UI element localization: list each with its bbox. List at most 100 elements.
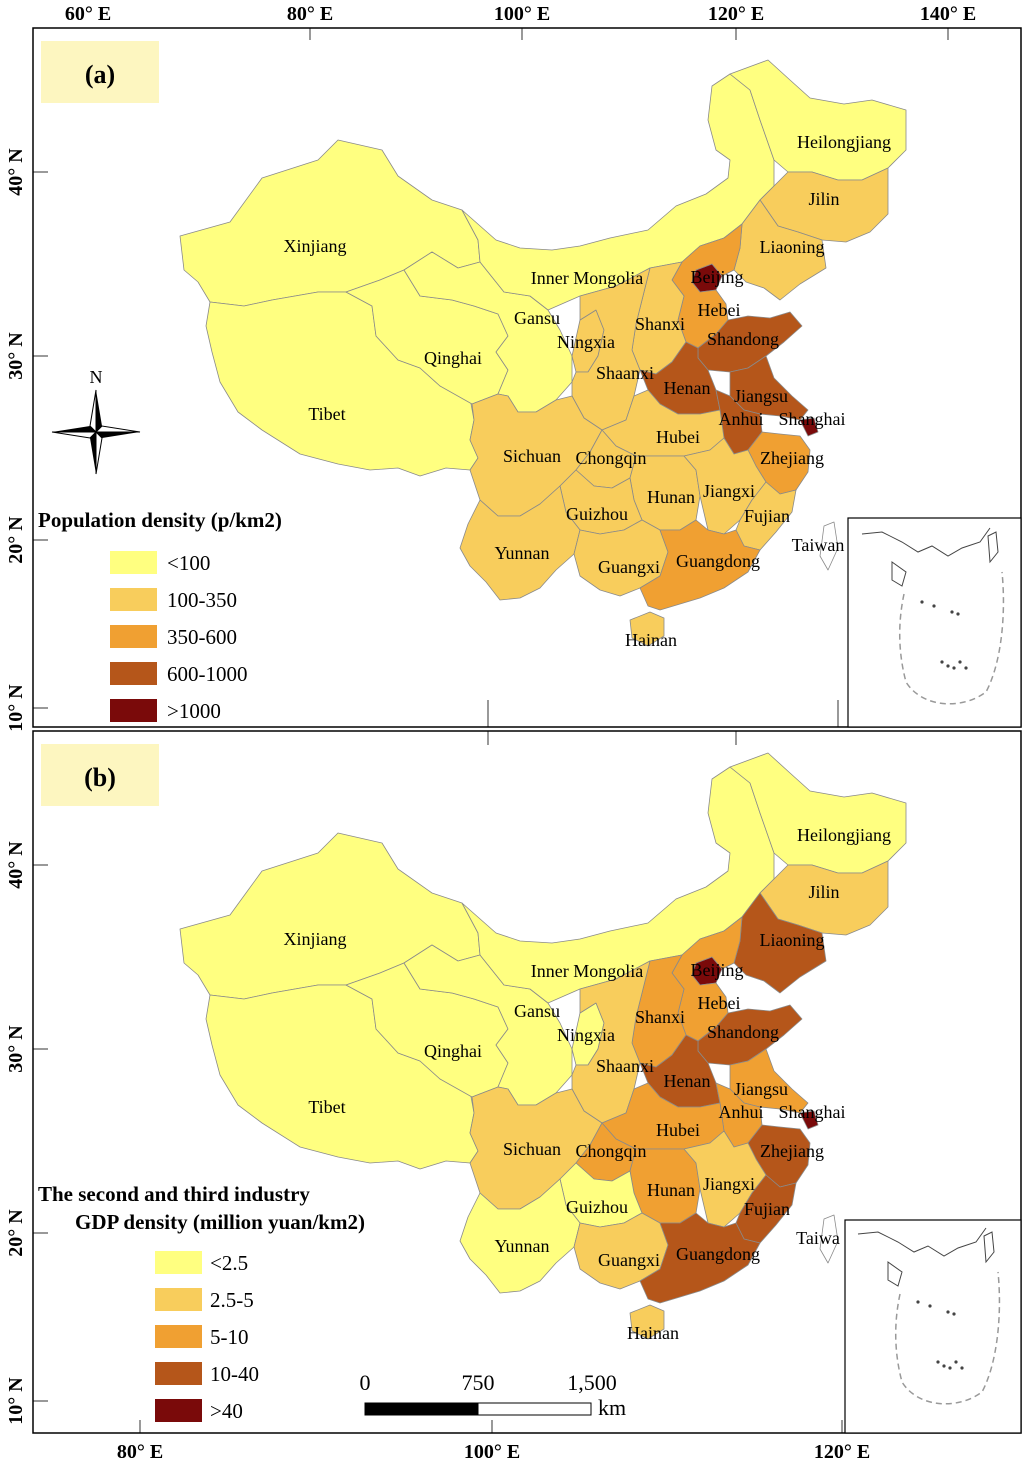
- scale-tick: 0: [360, 1370, 371, 1395]
- panel-a-top-axis: 60° E 80° E 100° E 120° E 140° E: [65, 3, 976, 25]
- province-label: Heilongjiang: [797, 825, 891, 845]
- province-yunnan: [459, 485, 581, 601]
- province-label: Yunnan: [495, 1236, 550, 1256]
- panel-b-tag: (b): [84, 763, 116, 792]
- panel-a-tag: (a): [85, 60, 115, 89]
- lon-label: 80° E: [117, 1441, 163, 1463]
- legend-title: Population density (p/km2): [38, 508, 282, 532]
- legend-swatch: [155, 1251, 202, 1274]
- scale-tick: 1,500: [567, 1370, 617, 1395]
- legend-swatch: [110, 699, 157, 722]
- scale-tick: 750: [462, 1370, 495, 1395]
- province-label: Taiwa: [796, 1228, 840, 1248]
- province-label: Shandong: [707, 329, 779, 349]
- province-label: Ningxia: [557, 1025, 615, 1045]
- province-label: Ningxia: [557, 332, 615, 352]
- legend-label: 10-40: [210, 1362, 259, 1386]
- province-label: Yunnan: [495, 543, 550, 563]
- province-label: Xinjiang: [284, 236, 347, 256]
- lat-label: 30° N: [5, 1025, 27, 1073]
- legend-label: <2.5: [210, 1251, 248, 1275]
- province-label: Shaanxi: [596, 1056, 654, 1076]
- lon-label: 80° E: [287, 3, 333, 25]
- lat-label: 40° N: [5, 841, 27, 889]
- province-label: Guangdong: [676, 551, 760, 571]
- inset-coastline: [861, 527, 999, 587]
- province-guangdong: [639, 519, 761, 611]
- panel-b-bottom-axis: 80° E 100° E 120° E: [117, 1441, 870, 1463]
- province-label: Inner Mongolia: [531, 961, 643, 981]
- province-yunnan: [459, 1178, 581, 1294]
- panel-a: 60° E 80° E 100° E 120° E 140° E 40° N 3…: [5, 3, 1022, 732]
- scale-bar: 0 750 1,500 km: [360, 1370, 627, 1420]
- province-hainan: [629, 611, 665, 647]
- province-label: Hebei: [698, 300, 741, 320]
- inset-boundary: [899, 571, 1005, 705]
- legend-swatch: [110, 588, 157, 611]
- province-label: Jiangxi: [703, 1174, 755, 1194]
- legend-label: 5-10: [210, 1325, 249, 1349]
- province-label: Hainan: [627, 1323, 679, 1343]
- province-label: Liaoning: [760, 930, 825, 950]
- lat-label: 10° N: [5, 684, 27, 732]
- province-label: Jiangxi: [703, 481, 755, 501]
- inset-boundary: [895, 1271, 1001, 1405]
- province-label: Guizhou: [566, 504, 628, 524]
- panel-a-provinces: [179, 59, 907, 647]
- lon-label: 60° E: [65, 3, 111, 25]
- province-label: Anhui: [719, 409, 764, 429]
- legend-swatch: [110, 625, 157, 648]
- province-label: Chongqin: [575, 448, 646, 468]
- province-label: Zhejiang: [760, 1141, 824, 1161]
- lon-label: 120° E: [708, 3, 764, 25]
- province-shanghai: [799, 1110, 819, 1130]
- province-label: Sichuan: [503, 1139, 561, 1159]
- province-label: Zhejiang: [760, 448, 824, 468]
- legend-label: <100: [167, 551, 210, 575]
- province-label: Guangxi: [598, 1250, 660, 1270]
- province-label: Guizhou: [566, 1197, 628, 1217]
- province-label: Hainan: [625, 630, 677, 650]
- legend-label: 100-350: [167, 588, 237, 612]
- panel-a-lat-axis: 40° N 30° N 20° N 10° N: [5, 148, 27, 732]
- legend-label: 600-1000: [167, 662, 248, 686]
- province-label: Beijing: [691, 267, 744, 287]
- province-label: Heilongjiang: [797, 132, 891, 152]
- province-label: Tibet: [308, 1097, 345, 1117]
- lat-label: 20° N: [5, 1209, 27, 1257]
- province-label: Liaoning: [760, 237, 825, 257]
- province-label: Guangxi: [598, 557, 660, 577]
- panel-a-province-labels: Xinjiang Tibet Qinghai Inner Mongolia Gansu N…: [284, 132, 891, 650]
- scale-unit: km: [598, 1395, 626, 1420]
- province-label: Jilin: [808, 189, 839, 209]
- lat-label: 40° N: [5, 148, 27, 196]
- legend-swatch: [155, 1288, 202, 1311]
- legend-swatch: [110, 662, 157, 685]
- province-label: Shanxi: [635, 314, 685, 334]
- legend-title-line-2: GDP density (million yuan/km2): [75, 1210, 365, 1234]
- panel-b-provinces: [179, 752, 907, 1340]
- province-label: Fujian: [744, 1199, 790, 1219]
- legend-label: >40: [210, 1399, 243, 1423]
- province-taiwan: [819, 1214, 839, 1264]
- province-shanghai: [799, 417, 819, 437]
- province-label: Xinjiang: [284, 929, 347, 949]
- legend-swatch: [155, 1325, 202, 1348]
- lon-label: 100° E: [494, 3, 550, 25]
- province-label: Taiwan: [792, 535, 845, 555]
- north-arrow-label: N: [90, 367, 103, 387]
- province-label: Qinghai: [424, 348, 482, 368]
- province-label: Hunan: [647, 1180, 695, 1200]
- panel-b-inset-map: [844, 1219, 1022, 1434]
- panel-b-lat-axis: 40° N 30° N 20° N 10° N: [5, 841, 27, 1425]
- province-hainan: [629, 1304, 665, 1340]
- province-label: Jiangsu: [734, 1079, 788, 1099]
- province-label: Tibet: [308, 404, 345, 424]
- lat-label: 20° N: [5, 516, 27, 564]
- inset-coastline: [857, 1227, 995, 1287]
- panel-b-graticule: [33, 731, 843, 1433]
- lon-label: 140° E: [920, 3, 976, 25]
- province-label: Hebei: [698, 993, 741, 1013]
- province-label: Jilin: [808, 882, 839, 902]
- panel-a-tag-box: [41, 41, 159, 103]
